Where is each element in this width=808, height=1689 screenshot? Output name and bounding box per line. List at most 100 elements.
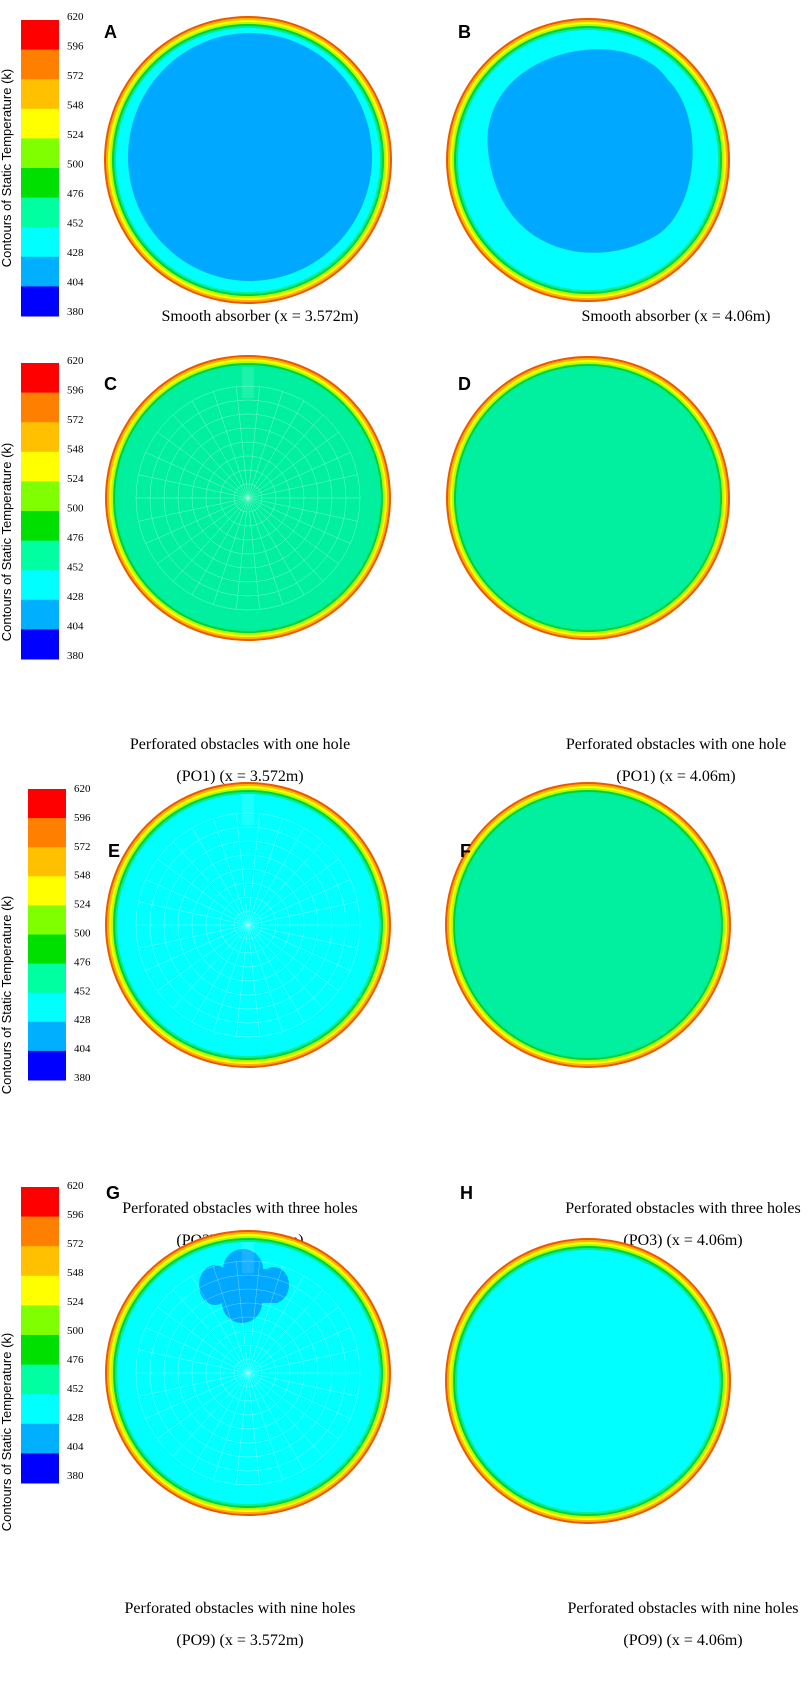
legend-tick-label: 596 (67, 385, 84, 397)
legend-tick-label: 428 (67, 591, 84, 603)
legend-swatch (21, 1275, 59, 1306)
legend-1: Contours of Static Temperature (k) (0, 69, 14, 267)
legend-tick-label: 596 (67, 41, 84, 53)
legend-swatch (21, 1364, 59, 1395)
panel-letter: F (460, 841, 471, 861)
legend-swatch (28, 876, 66, 906)
legend-tick-label: 428 (67, 1412, 84, 1424)
contour-fill (117, 1242, 379, 1504)
legend-tick-label: 620 (67, 355, 84, 367)
legend-tick-label: 380 (67, 306, 84, 318)
legend-tick-label: 500 (67, 159, 84, 171)
legend-tick-label: 404 (67, 1441, 84, 1453)
legend-tick-label: 620 (74, 783, 91, 795)
contour-core (199, 1249, 289, 1323)
legend-swatch (21, 227, 59, 258)
legend-tick-label: 404 (67, 277, 84, 289)
panel-letter: A (104, 22, 117, 42)
panel-letter: B (458, 22, 471, 42)
panel-caption: Perforated obstacles with nine holes (567, 1600, 798, 1617)
legend-tick-label: 500 (67, 503, 84, 515)
mesh-overlay (135, 794, 361, 1038)
legend-tick-label: 404 (74, 1043, 91, 1055)
legend-tick-label: 596 (67, 1209, 84, 1221)
panel-caption: Smooth absorber (x = 4.06m) (582, 308, 771, 325)
legend-tick-label: 476 (74, 956, 91, 968)
legend-swatch (21, 363, 59, 394)
panel-caption: Perforated obstacles with nine holes (124, 1600, 355, 1617)
mesh-overlay (135, 367, 361, 611)
legend-swatch (21, 197, 59, 228)
legend-swatch (21, 1305, 59, 1336)
legend-tick-label: 452 (67, 218, 84, 230)
panel-d: D Perforated obstacles with one hole (PO1)… (446, 356, 786, 785)
panel-caption: Perforated obstacles with three holes (565, 1200, 800, 1217)
legend-tick-label: 572 (67, 70, 84, 82)
legend-swatch (21, 20, 59, 51)
legend-tick-label: 380 (74, 1072, 91, 1084)
legend-1-colorbar: 620 596 572 548 524 500 476 452 428 404 380 (21, 11, 84, 318)
legend-swatch (28, 789, 66, 819)
legend-4: Contours of Static Temperature (k) (0, 1333, 14, 1531)
legend-tick-label: 524 (67, 1296, 84, 1308)
legend-swatch (21, 599, 59, 630)
panel-letter: E (108, 841, 120, 861)
legend-tick-label: 452 (74, 985, 91, 997)
legend-tick-label: 476 (67, 1354, 84, 1366)
legend-tick-label: 572 (67, 1238, 84, 1250)
panel-letter: G (106, 1183, 120, 1203)
legend-swatch (28, 847, 66, 877)
panel-g: G Perforated obstacles with nine holes (PO… (105, 1183, 391, 1649)
legend-3-colorbar: 620 596 572 548 524 500 476 452 428 404 380 (28, 783, 91, 1084)
legend-swatch (21, 629, 59, 660)
panel-caption: (PO1) (x = 3.572m) (176, 768, 303, 785)
contour-fill (117, 794, 379, 1056)
panel-caption: (PO1) (x = 4.06m) (616, 768, 735, 785)
legend-tick-label: 452 (67, 1383, 84, 1395)
panel-caption: (PO9) (x = 4.06m) (623, 1632, 742, 1649)
panel-h: H Perforated obstacles with nine holes (PO… (445, 1183, 799, 1649)
legend-swatch (21, 1216, 59, 1247)
legend-swatch (21, 49, 59, 80)
panel-caption: Perforated obstacles with one hole (566, 736, 786, 753)
legend-swatch (21, 451, 59, 482)
panel-caption: Smooth absorber (x = 3.572m) (162, 308, 359, 325)
contour-fill (458, 368, 718, 628)
panels: A Smooth absorber (x = 3.572m) B Smooth abs… (104, 16, 801, 1649)
panel-caption: Perforated obstacles with one hole (130, 736, 350, 753)
legend-swatch (21, 511, 59, 542)
legend-swatch (21, 422, 59, 453)
legend-tick-label: 524 (74, 899, 91, 911)
legend-swatch (21, 256, 59, 287)
panel-b: B Smooth absorber (x = 4.06m) (446, 18, 771, 325)
legend-swatch (28, 963, 66, 994)
panel-a: A Smooth absorber (x = 3.572m) (104, 16, 392, 325)
legend-swatch (21, 1453, 59, 1484)
legend-tick-label: 428 (67, 247, 84, 259)
legend-swatch (21, 108, 59, 139)
legend-4-colorbar: 620 596 572 548 524 500 476 452 428 404 380 (21, 1180, 84, 1484)
legend-3: Contours of Static Temperature (k) (0, 896, 14, 1094)
legend-2-colorbar: 620 596 572 548 524 500 476 452 428 404 380 (21, 355, 84, 662)
panel-letter: H (460, 1183, 473, 1203)
contour-core (128, 33, 372, 281)
legend-swatch (21, 286, 59, 317)
panel-c: C Perforated obstacles with one hole (PO1)… (104, 355, 391, 785)
legend-tick-label: 524 (67, 473, 84, 485)
legend-swatch (21, 79, 59, 110)
legend-tick-label: 476 (67, 188, 84, 200)
contour-core (487, 49, 693, 253)
panel-f: F Perforated obstacles with three holes (P… (445, 782, 801, 1249)
legend-tick-label: 548 (74, 870, 91, 882)
legend-swatch (21, 481, 59, 512)
legend-swatch (21, 1187, 59, 1218)
legend-tick-label: 380 (67, 1470, 84, 1482)
panel-letter: C (104, 374, 117, 394)
legend-swatch (21, 1394, 59, 1425)
legend-swatch (21, 1335, 59, 1366)
legend-tick-label: 548 (67, 1267, 84, 1279)
legend-tick-label: 596 (74, 812, 91, 824)
contour-fill (457, 794, 719, 1056)
